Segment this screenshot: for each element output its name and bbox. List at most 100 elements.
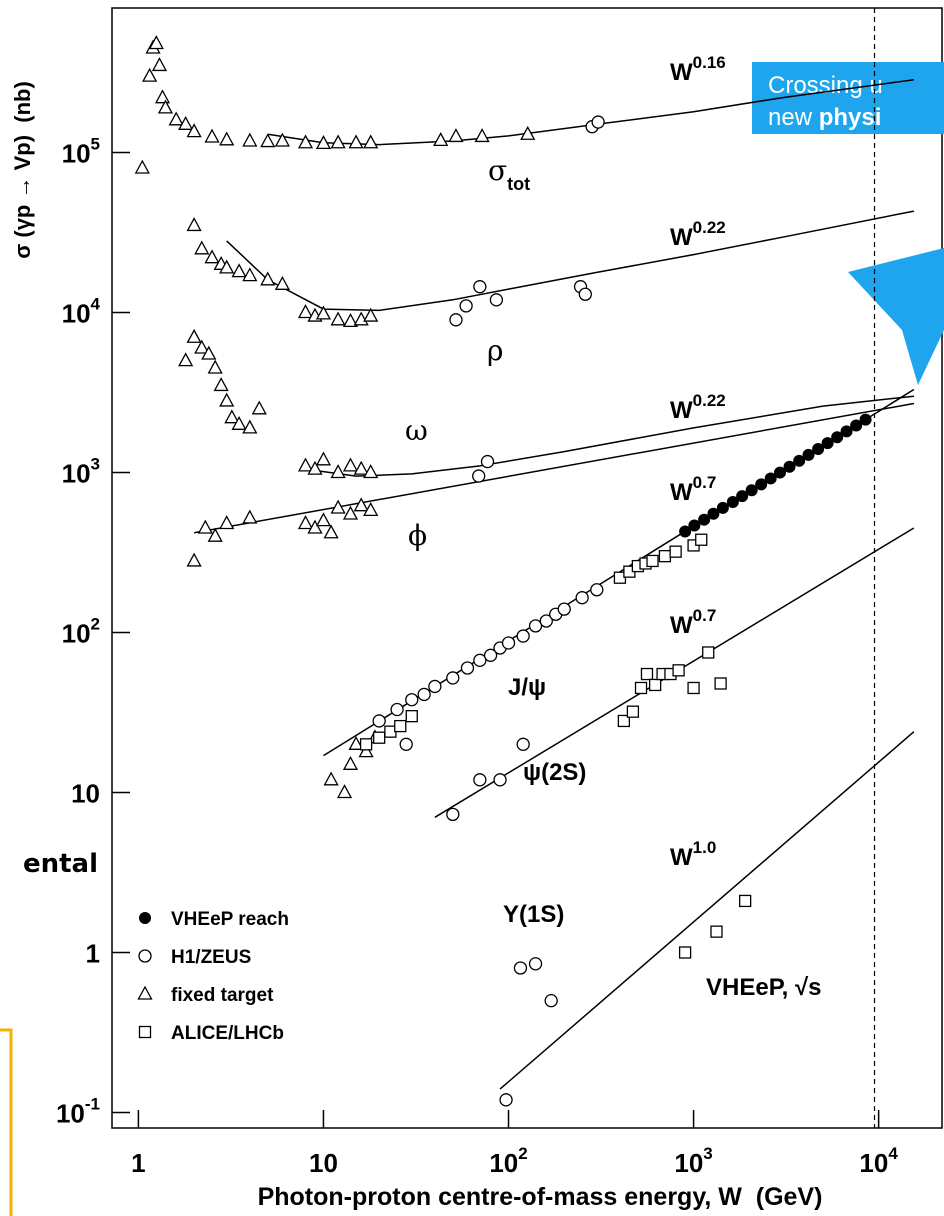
point [591,115,605,129]
y-tick-label: 104 [62,294,101,328]
point [448,128,464,143]
point [297,134,314,149]
point [516,629,530,643]
point [459,299,473,313]
point [323,771,339,786]
annotation-text: σ [488,154,507,187]
annotation-sup: 1.0 [693,838,717,857]
point [716,501,729,514]
point [342,457,359,472]
point [207,359,223,374]
point [695,533,708,546]
fit-line [193,402,915,534]
annotation-text: ω [405,414,428,447]
point [224,409,240,424]
side-box [0,1028,13,1216]
point [363,134,379,149]
point [242,132,258,147]
point [539,614,553,628]
x-axis-label: Photon-proton centre-of-mass energy, W (… [258,1183,823,1211]
point [242,267,258,282]
point [473,280,487,294]
point [483,648,498,662]
point [433,132,449,147]
point [342,313,359,328]
y-tick-label: 10-1 [56,1094,100,1128]
point [219,515,235,530]
point [617,714,631,728]
tick-exponent: 4 [91,294,101,313]
tick-base: 10 [56,1098,85,1128]
point [201,345,217,360]
point [544,994,558,1008]
point [330,134,346,149]
point [154,89,171,104]
point [307,519,323,534]
point [513,961,528,975]
annotation-text: Υ(1S) [503,901,564,928]
annotation: ϕ [408,519,427,552]
point [417,687,431,702]
point [231,415,247,430]
point [528,619,543,633]
point [315,135,332,150]
point [672,664,685,677]
point [204,128,220,143]
point [812,443,825,456]
point [315,451,332,466]
point [578,287,592,301]
point [528,957,543,971]
point [315,512,332,527]
point [640,667,654,681]
annotation-text: ψ(2S) [523,759,586,786]
y-tick-label: 105 [62,134,100,168]
tick-base: 10 [71,778,100,808]
point [473,773,487,787]
x-tick-label: 1 [131,1148,145,1178]
point [405,693,419,707]
point [178,115,194,130]
point [745,484,758,497]
tick-base: 10 [62,458,91,488]
point [348,735,364,750]
annotation: ρ [487,334,503,367]
tick-base: 10 [859,1148,888,1178]
point [687,681,700,695]
point [363,307,379,322]
point [649,678,662,692]
point [251,400,267,415]
tick-base: 10 [309,1148,338,1178]
point [207,527,223,542]
annotation-sup: 0.7 [693,473,717,492]
point [297,457,314,472]
point [134,159,150,174]
y-axis-label: σ (γp → Vp) (nb) [10,81,35,259]
point [590,583,604,597]
legend-label: fixed target [171,985,274,1006]
point [493,773,507,787]
point [626,705,640,718]
legend-marker [138,949,152,963]
fit-line [305,395,914,477]
point [260,133,276,148]
point [480,454,495,469]
point [736,490,749,503]
point [142,67,158,82]
point [358,743,374,758]
point [405,710,418,723]
point [330,499,346,514]
tick-exponent: 2 [518,1144,527,1163]
annotation-text: W [670,612,693,639]
callout-text: Crossing u [768,72,883,99]
point [850,419,863,432]
annotation: J/ψ [508,674,546,701]
point [710,925,723,938]
point [348,134,364,149]
point [194,240,210,255]
x-tick-label: 103 [674,1144,712,1178]
point [297,515,314,530]
point [698,513,711,526]
x-tick-label: 104 [859,1144,898,1178]
point [373,731,386,744]
point [353,497,369,512]
